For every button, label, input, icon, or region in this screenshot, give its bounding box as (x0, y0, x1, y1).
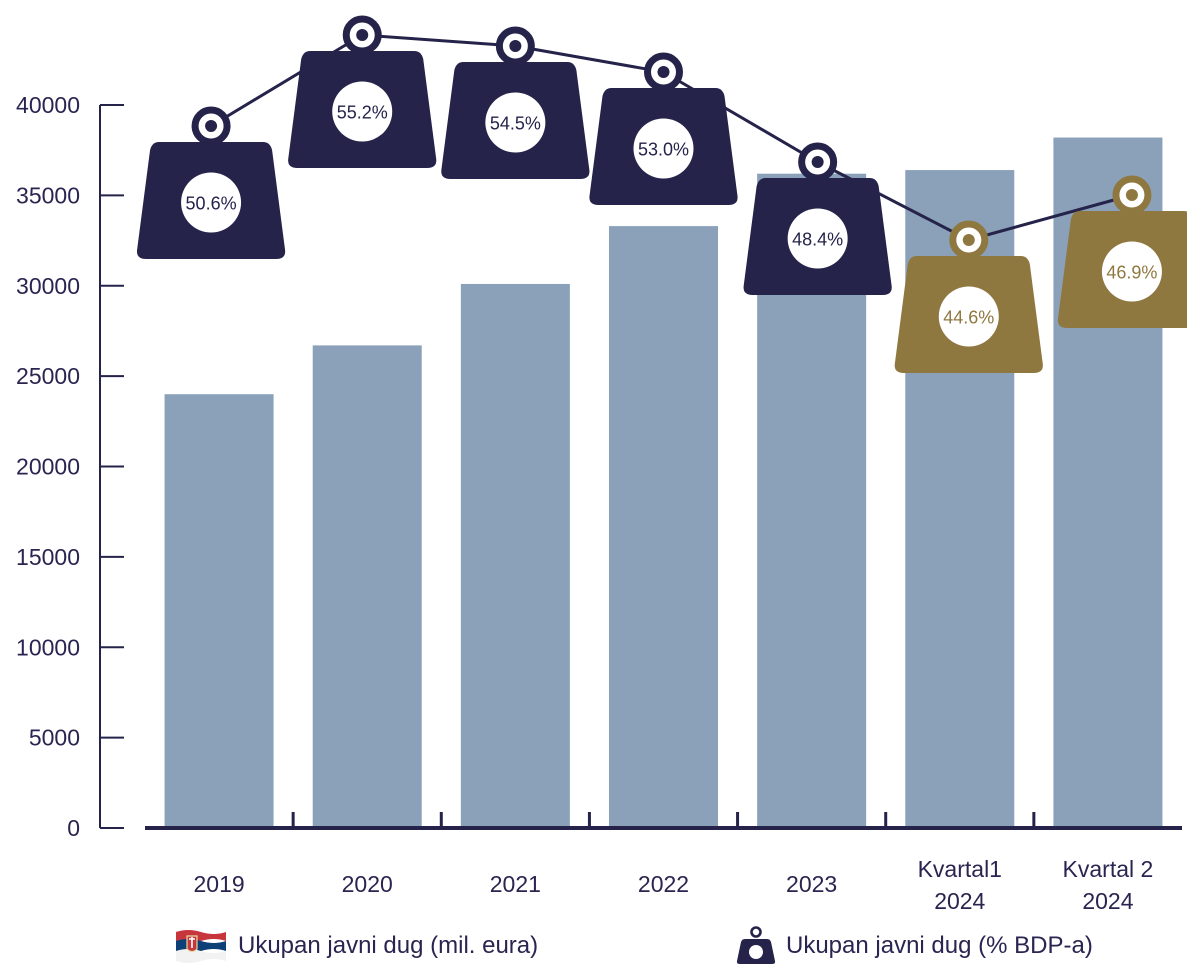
line-point (1125, 189, 1138, 201)
weight-label-circle (938, 286, 999, 347)
weight-marker: 50.6% (136, 106, 286, 259)
y-tick-label: 10000 (16, 634, 80, 660)
legend-item-bars: Ukupan javni dug (mil. eura) (174, 926, 538, 966)
data-label: 53.0% (638, 140, 689, 160)
weight-marker: 46.9% (1057, 175, 1187, 328)
data-label: 48.4% (792, 230, 843, 250)
x-tick-label: Kvartal 2 2024 (1063, 856, 1154, 914)
y-tick-label: 30000 (16, 273, 80, 299)
weight-icon (736, 926, 776, 966)
y-tick-label: 0 (67, 815, 80, 841)
bar (460, 283, 570, 828)
line-point (811, 156, 824, 168)
line-point (356, 29, 369, 41)
axes-layer: 0 5000 10000 15000 20000 25000 30000 35000 40000… (16, 92, 1182, 914)
weight-label-circle (633, 118, 694, 179)
weight-label-circle (1101, 241, 1162, 302)
data-label: 44.6% (943, 308, 994, 328)
y-tick-label: 35000 (16, 182, 80, 208)
legend-label-line: Ukupan javni dug (% BDP-a) (786, 932, 1093, 959)
weight-marker: 54.5% (441, 26, 590, 179)
line-point (962, 234, 975, 246)
weight-label-circle (332, 81, 393, 142)
bar (312, 345, 422, 828)
data-label: 50.6% (186, 194, 237, 214)
weight-label-circle (181, 172, 242, 233)
y-tick-label: 20000 (16, 454, 80, 480)
weight-marker: 53.0% (589, 52, 738, 205)
legend-label-bars: Ukupan javni dug (mil. eura) (238, 932, 539, 959)
bar (609, 226, 718, 829)
y-tick-label: 25000 (16, 363, 80, 389)
x-tick-label: 2021 (490, 871, 541, 897)
data-label: 55.2% (337, 103, 388, 123)
y-tick-label: 40000 (16, 92, 80, 118)
line-point (509, 40, 522, 52)
line-point (205, 120, 218, 132)
legend-item-line: Ukupan javni dug (% BDP-a) (736, 926, 1093, 966)
x-tick-label: 2023 (786, 871, 837, 897)
x-tick-label: Kvartal1 2024 (918, 856, 1002, 914)
bars-layer (164, 137, 1163, 829)
y-tick-label: 5000 (29, 725, 80, 751)
weight-marker: 55.2% (288, 15, 437, 168)
y-tick-label: 15000 (16, 544, 80, 570)
weight-label-circle (787, 208, 848, 269)
data-label: 46.9% (1106, 263, 1157, 283)
weight-marker: 48.4% (743, 142, 892, 295)
bar (164, 394, 274, 828)
serbia-flag-icon (174, 928, 228, 964)
x-tick-label: 2022 (638, 871, 689, 897)
weight-label-circle (485, 92, 546, 153)
x-tick-label: 2019 (193, 871, 244, 897)
gdp-percent-line-layer: 50.6% 55.2% 54.5% 53.0% 48.4% 44.6% 46.9% (136, 15, 1187, 373)
line-point (657, 66, 670, 78)
weight-marker: 44.6% (894, 220, 1043, 373)
data-label: 54.5% (490, 114, 541, 134)
x-tick-label: 2020 (342, 871, 393, 897)
